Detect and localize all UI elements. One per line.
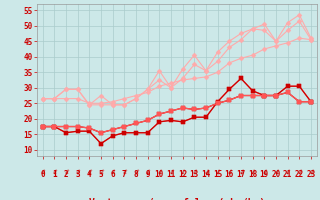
Text: ↓: ↓ <box>307 168 315 177</box>
X-axis label: Vent moyen/en rafales ( km/h ): Vent moyen/en rafales ( km/h ) <box>89 198 265 200</box>
Text: ↓: ↓ <box>144 168 152 177</box>
Text: ↓: ↓ <box>260 168 268 177</box>
Text: ↓: ↓ <box>213 168 222 177</box>
Text: ↓: ↓ <box>39 168 47 177</box>
Text: ↓: ↓ <box>167 168 175 177</box>
Text: ↓: ↓ <box>74 168 82 177</box>
Text: ↓: ↓ <box>225 168 233 177</box>
Text: ↓: ↓ <box>62 168 70 177</box>
Text: ↓: ↓ <box>237 168 245 177</box>
Text: ↓: ↓ <box>190 168 198 177</box>
Text: ↓: ↓ <box>108 168 117 177</box>
Text: ↓: ↓ <box>85 168 93 177</box>
Text: ↓: ↓ <box>295 168 303 177</box>
Text: ↓: ↓ <box>120 168 128 177</box>
Text: ↓: ↓ <box>284 168 292 177</box>
Text: ↓: ↓ <box>97 168 105 177</box>
Text: ↓: ↓ <box>155 168 163 177</box>
Text: ↓: ↓ <box>272 168 280 177</box>
Text: ↓: ↓ <box>50 168 58 177</box>
Text: ↓: ↓ <box>202 168 210 177</box>
Text: ↓: ↓ <box>132 168 140 177</box>
Text: ↓: ↓ <box>179 168 187 177</box>
Text: ↓: ↓ <box>249 168 257 177</box>
